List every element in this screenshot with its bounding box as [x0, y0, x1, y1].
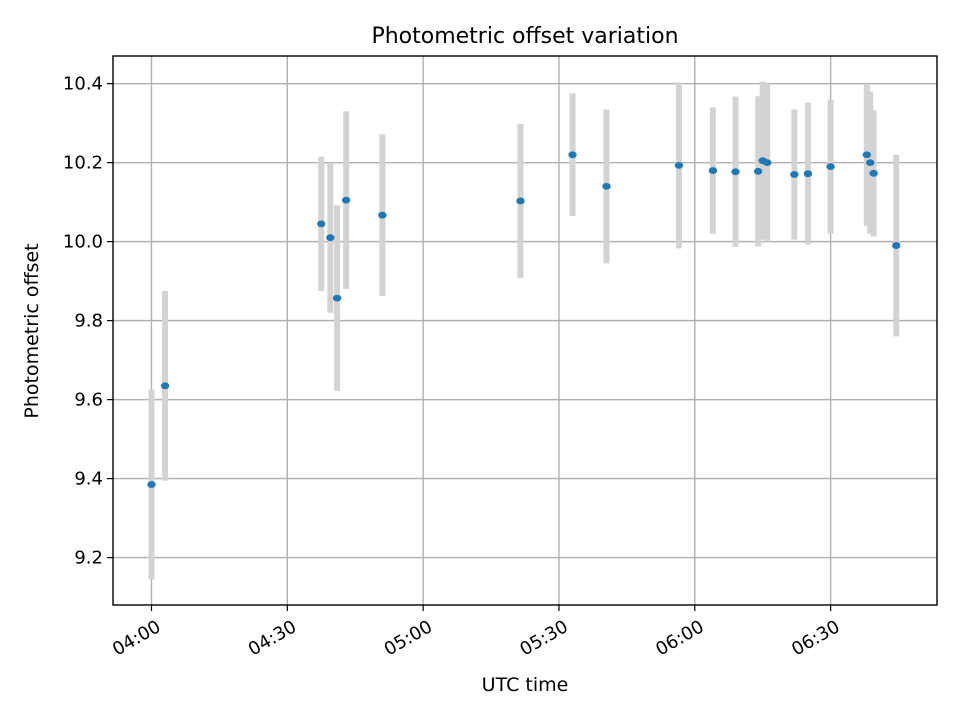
- data-point: [341, 196, 351, 204]
- y-tick-label: 9.6: [74, 390, 103, 411]
- x-tick-label: 06:30: [788, 616, 843, 660]
- data-point: [378, 211, 387, 219]
- grid: [113, 56, 937, 605]
- axis-ticks: 04:00 04:30 05:00 05:30 06:00 06:30 9.2 9.4 9.6 9…: [63, 74, 844, 661]
- y-tick-label: 9.4: [74, 469, 103, 490]
- data-point: [753, 167, 763, 175]
- data-point: [568, 151, 577, 159]
- x-tick-label: 05:00: [381, 616, 436, 660]
- data-point: [708, 167, 718, 174]
- data-point: [803, 170, 813, 178]
- data-point: [826, 163, 835, 170]
- plot-frame: [112, 55, 938, 606]
- data-point: [516, 197, 525, 205]
- y-tick-label: 9.2: [74, 548, 103, 569]
- x-tick-label: 04:30: [245, 616, 300, 660]
- data-point: [866, 159, 875, 167]
- data-point: [326, 234, 335, 242]
- x-tick-label: 06:00: [652, 616, 707, 660]
- x-tick-label: 04:00: [109, 616, 164, 660]
- data-point: [332, 294, 342, 302]
- data-point: [790, 171, 799, 178]
- error-bars: [148, 81, 900, 580]
- x-axis-label: UTC time: [482, 674, 569, 696]
- data-point: [602, 182, 611, 190]
- chart-title: Photometric offset variation: [371, 24, 678, 49]
- data-point: [862, 151, 872, 159]
- x-tick-label: 05:30: [516, 616, 571, 660]
- data-point: [731, 168, 740, 176]
- y-tick-label: 10.2: [63, 153, 103, 174]
- y-tick-label: 10.0: [63, 232, 103, 253]
- data-point: [674, 162, 684, 169]
- y-tick-label: 10.4: [63, 74, 103, 95]
- data-point: [892, 242, 901, 249]
- data-point: [317, 220, 326, 228]
- data-point: [869, 169, 878, 177]
- y-axis-label: Photometric offset: [21, 243, 43, 418]
- data-points: [147, 151, 901, 488]
- data-point: [160, 382, 170, 390]
- data-point: [147, 481, 156, 488]
- y-tick-label: 9.8: [74, 311, 103, 332]
- data-point: [763, 159, 772, 167]
